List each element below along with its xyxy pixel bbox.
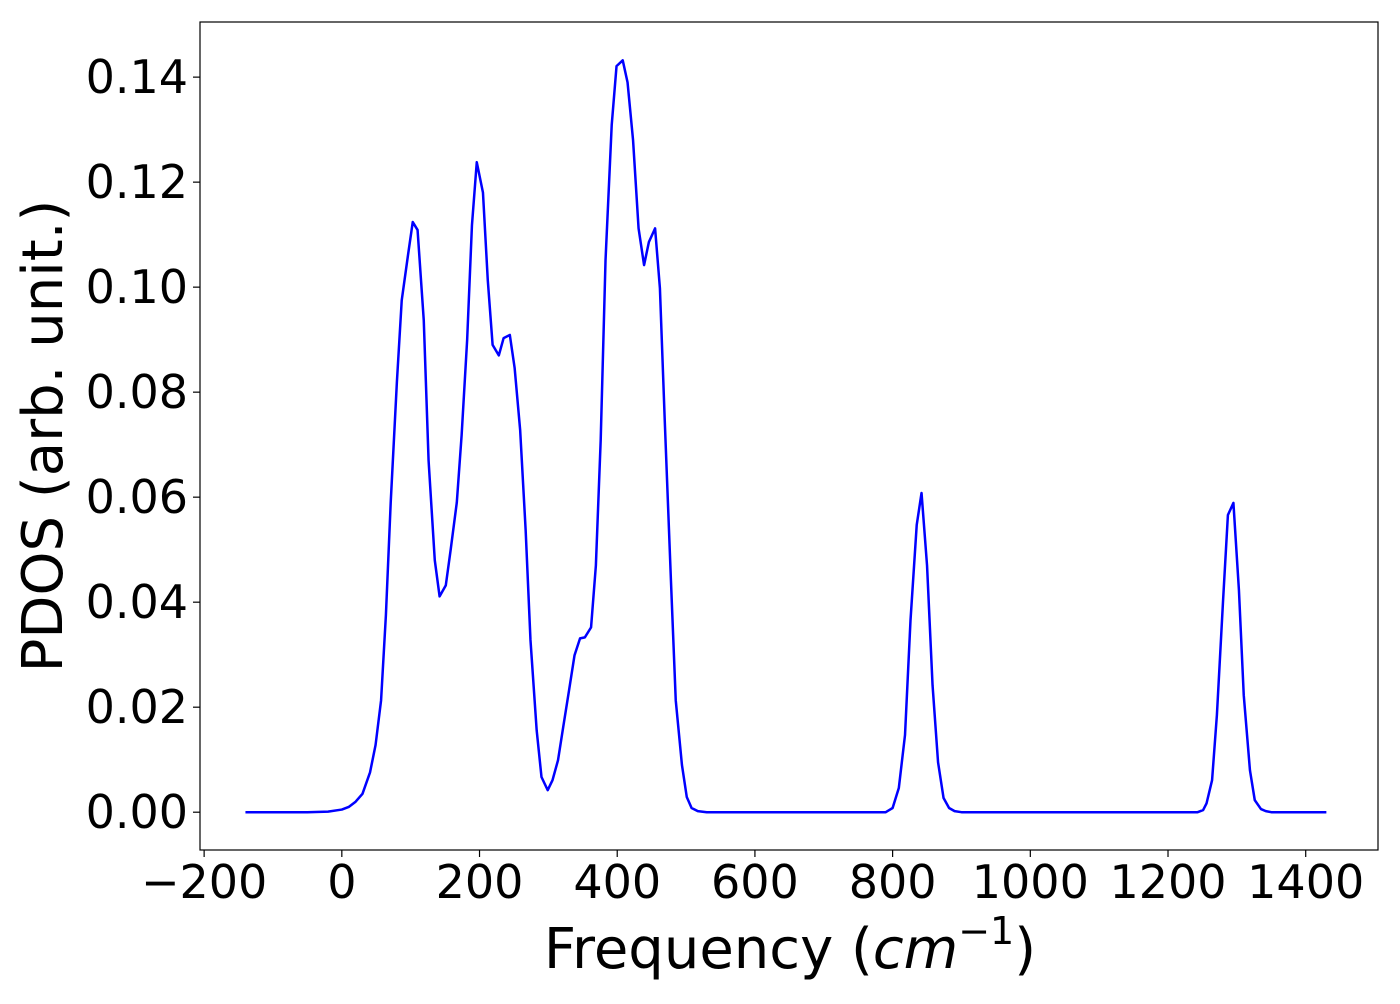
x-label-text: Frequency ( [544,917,873,982]
x-tick-label: 200 [436,855,524,909]
x-tick-label: 800 [849,855,937,909]
y-tick-label: 0.08 [86,365,188,419]
y-tick-label: 0.10 [86,260,188,314]
x-tick-label: −200 [141,855,267,909]
x-tick-label: 1400 [1247,855,1364,909]
plot-frame [199,21,1379,851]
y-axis-label: PDOS (arb. unit.) [11,200,76,673]
x-label-close: ) [1014,917,1036,982]
x-tick-label: 1000 [972,855,1089,909]
y-tick-label: 0.00 [86,785,188,839]
x-axis-label: Frequency (cm−1) [544,909,1036,982]
y-tick-label: 0.06 [86,470,188,524]
x-label-exponent: −1 [958,909,1014,953]
x-tick-label: 0 [327,855,356,909]
x-tick-label: 1200 [1109,855,1226,909]
x-tick-label: 600 [711,855,799,909]
y-tick-label: 0.02 [86,680,188,734]
y-tick-label: 0.12 [86,155,188,209]
x-tick-label: 400 [573,855,661,909]
data-line [245,59,1327,814]
y-tick-label: 0.04 [86,575,188,629]
x-label-unit: cm [873,917,958,982]
y-tick-label: 0.14 [86,50,188,104]
